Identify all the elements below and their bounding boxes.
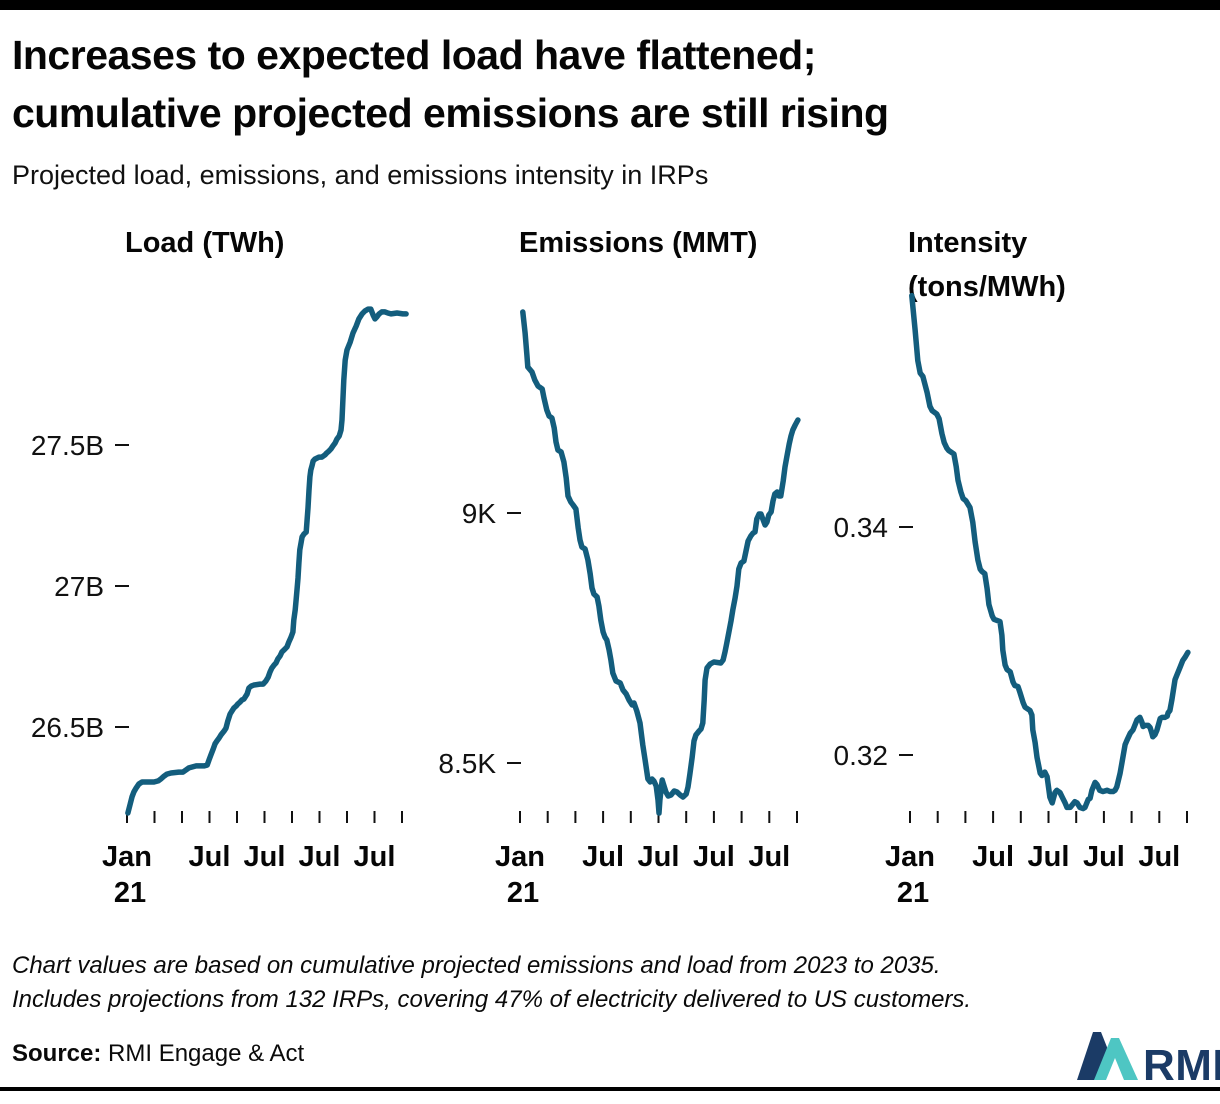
y-tick-label: 27.5B bbox=[31, 430, 104, 461]
chart-title: (tons/MWh) bbox=[908, 271, 1066, 303]
y-tick-label: 9K bbox=[462, 498, 497, 529]
y-tick-label: 8.5K bbox=[438, 748, 496, 779]
data-line-series bbox=[125, 306, 409, 816]
source-row: Source: RMI Engage & Act bbox=[12, 1040, 304, 1068]
x-tick-label: Jul bbox=[1138, 841, 1180, 873]
x-tick-label: 21 bbox=[897, 877, 929, 909]
x-tick-label: Jul bbox=[693, 841, 735, 873]
page-title-line1: Increases to expected load have flattene… bbox=[12, 32, 816, 78]
chart-title: Intensity bbox=[908, 227, 1027, 259]
page-title-line2: cumulative projected emissions are still… bbox=[12, 90, 889, 136]
bottom-rule bbox=[0, 1087, 1220, 1091]
source-value: RMI Engage & Act bbox=[108, 1040, 305, 1067]
footnote-line2: Includes projections from 132 IRPs, cove… bbox=[12, 986, 972, 1013]
x-tick-label: Jul bbox=[582, 841, 624, 873]
chart-2: Intensity (tons/MWh) 0.34 0.32 Jan 21 Jul Jul Ju… bbox=[834, 227, 1191, 909]
y-tick-label: 26.5B bbox=[31, 712, 104, 743]
x-tick-label: 21 bbox=[114, 877, 146, 909]
x-tick-label: Jan bbox=[885, 841, 935, 873]
x-tick-label: Jan bbox=[495, 841, 545, 873]
x-tick-label: Jul bbox=[1028, 841, 1070, 873]
chart-0: Load (TWh) 27.5B 27B 26.5B Jan 21 Jul Jul Jul Jul bbox=[31, 227, 409, 909]
rmi-logo: RMI bbox=[1077, 1032, 1220, 1090]
x-tick-label: Jul bbox=[189, 841, 231, 873]
y-tick-label: 0.34 bbox=[834, 512, 889, 543]
logo-wordmark: RMI bbox=[1143, 1041, 1220, 1090]
page-subtitle: Projected load, emissions, and emissions… bbox=[12, 160, 709, 190]
chart-title: Load (TWh) bbox=[125, 227, 284, 259]
x-tick-label: Jan bbox=[102, 841, 152, 873]
x-tick-label: Jul bbox=[638, 841, 680, 873]
x-tick-label: Jul bbox=[244, 841, 286, 873]
x-tick-label: 21 bbox=[507, 877, 539, 909]
small-multiples-group: Load (TWh) 27.5B 27B 26.5B Jan 21 Jul Jul Jul Jul… bbox=[31, 227, 1191, 909]
data-line-series bbox=[520, 309, 801, 816]
source-label: Source: bbox=[12, 1040, 102, 1067]
chart-title: Emissions (MMT) bbox=[519, 227, 757, 259]
x-tick-label: Jul bbox=[972, 841, 1014, 873]
logo-mountain-notch bbox=[1106, 1058, 1124, 1080]
data-line-series bbox=[909, 292, 1191, 812]
footnote-line1: Chart values are based on cumulative pro… bbox=[12, 952, 941, 979]
x-tick-label: Jul bbox=[354, 841, 396, 873]
chart-1: Emissions (MMT) 9K 8.5K Jan 21 Jul Jul Jul Jul bbox=[438, 227, 801, 909]
top-rule bbox=[0, 0, 1220, 10]
x-tick-label: Jul bbox=[1083, 841, 1125, 873]
y-tick-label: 27B bbox=[54, 571, 104, 602]
x-tick-label: Jul bbox=[299, 841, 341, 873]
logo-mountain-teal bbox=[1094, 1038, 1138, 1080]
x-tick-label: Jul bbox=[748, 841, 790, 873]
y-tick-label: 0.32 bbox=[834, 740, 889, 771]
